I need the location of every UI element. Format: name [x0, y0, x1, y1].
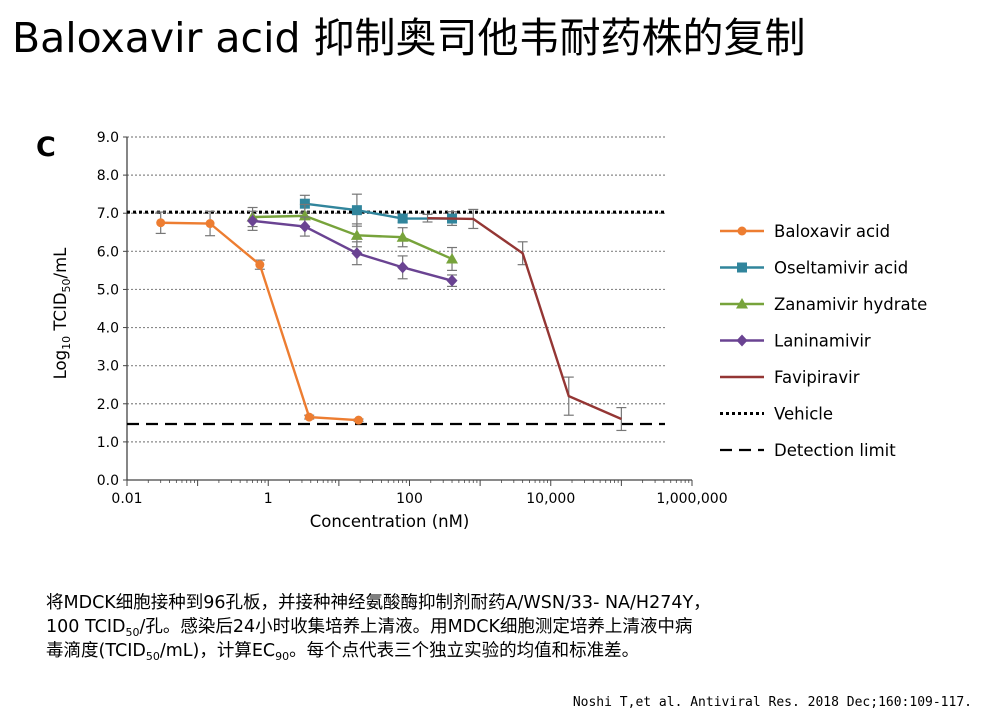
legend-label: Favipiravir	[774, 368, 860, 387]
data-point	[298, 209, 311, 221]
data-point	[156, 218, 166, 228]
legend-label: Zanamivir hydrate	[774, 295, 927, 314]
slide-title: Baloxavir acid 抑制奥司他韦耐药株的复制	[12, 14, 806, 62]
data-point	[397, 261, 409, 274]
series-line	[427, 216, 622, 421]
citation: Noshi T,et al. Antiviral Res. 2018 Dec;1…	[572, 695, 972, 710]
caption-line: 毒滴度(TCID50/mL)，计算EC90。每个点代表三个独立实验的均值和标准差…	[46, 640, 640, 663]
legend-label: Oseltamivir acid	[774, 259, 908, 278]
series-laninamivir	[247, 210, 458, 287]
x-tick-label: 0.01	[111, 491, 142, 507]
data-point	[397, 213, 408, 224]
x-tick-label: 100	[396, 491, 423, 507]
series-favipiravir	[422, 208, 627, 432]
y-tick-label: 2.0	[97, 397, 119, 413]
x-axis-label: Concentration (nM)	[310, 512, 470, 531]
caption-line: 将MDCK细胞接种到96孔板，并接种神经氨酸酶抑制剂耐药A/WSN/33- NA…	[46, 593, 711, 613]
chart: C 0.0 1.0 2.0 3.0 4.0 5.0 6.0 7.0 8.0 9.0 0.01 1 10…	[36, 130, 927, 531]
legend-marker	[737, 226, 747, 236]
legend-item-oseltamivir-acid: Oseltamivir acid	[720, 259, 908, 278]
y-tick-label: 7.0	[97, 206, 119, 222]
series-line	[252, 219, 453, 282]
data-point	[351, 205, 362, 216]
legend-item-vehicle: Vehicle	[720, 405, 833, 424]
x-axis-ticks: 0.01 1 100 10,000 1,000,000	[111, 480, 728, 507]
data-point	[255, 260, 265, 270]
legend-item-baloxavir-acid: Baloxavir acid	[720, 222, 890, 241]
series-baloxavir-acid	[155, 210, 364, 425]
x-tick-label: 10,000	[526, 491, 575, 507]
y-tick-label: 1.0	[97, 435, 119, 451]
y-axis-label-part: Log	[51, 350, 70, 379]
y-tick-label: 0.0	[97, 473, 119, 489]
y-axis-ticks: 0.0 1.0 2.0 3.0 4.0 5.0 6.0 7.0 8.0 9.0	[97, 130, 127, 489]
data-point	[396, 231, 409, 242]
data-point	[299, 220, 311, 233]
grid	[127, 136, 665, 443]
legend-item-zanamivir-hydrate: Zanamivir hydrate	[720, 295, 927, 314]
data-point	[351, 247, 363, 260]
y-tick-label: 6.0	[97, 244, 119, 260]
data-point	[205, 219, 215, 229]
y-axis-label-part: /mL	[51, 247, 70, 279]
reference-lines	[127, 210, 665, 426]
data-point	[350, 229, 363, 240]
legend-item-laninamivir: Laninamivir	[720, 332, 871, 351]
y-axis-label-part: TCID	[51, 292, 70, 335]
data-point	[446, 274, 458, 287]
y-tick-label: 5.0	[97, 282, 119, 298]
legend-item-favipiravir: Favipiravir	[720, 368, 860, 387]
axes	[126, 137, 692, 481]
legend-item-detection-limit: Detection limit	[720, 441, 896, 460]
legend-label: Vehicle	[774, 405, 833, 424]
y-axis-label-part: 50	[60, 278, 73, 292]
legend-marker	[736, 334, 748, 347]
data-point	[247, 214, 259, 227]
data-point	[299, 198, 310, 209]
x-tick-label: 1	[264, 491, 273, 507]
legend-marker	[737, 262, 747, 273]
y-tick-label: 3.0	[97, 359, 119, 375]
series-oseltamivir-acid	[299, 193, 458, 227]
y-tick-label: 4.0	[97, 321, 119, 337]
data-point	[354, 415, 364, 425]
legend-marker	[736, 298, 748, 309]
series	[155, 193, 627, 432]
legend-label: Laninamivir	[774, 332, 871, 351]
series-line	[160, 221, 359, 422]
x-tick-label: 1,000,000	[656, 491, 727, 507]
y-axis-label: Log10 TCID50/mL	[51, 247, 73, 380]
data-point	[446, 252, 459, 264]
y-axis-label-part: 10	[60, 336, 73, 350]
legend-label: Detection limit	[774, 441, 896, 460]
y-tick-label: 8.0	[97, 168, 119, 184]
legend: Baloxavir acid Oseltamivir acid Zanamivir …	[720, 222, 927, 460]
caption-line: 100 TCID50/孔。感染后24小时收集培养上清液。用MDCK细胞测定培养上…	[46, 616, 693, 639]
caption: 将MDCK细胞接种到96孔板，并接种神经氨酸酶抑制剂耐药A/WSN/33- NA…	[46, 592, 996, 664]
panel-label: C	[36, 132, 56, 163]
y-tick-label: 9.0	[97, 130, 119, 146]
data-point	[304, 412, 314, 422]
legend-label: Baloxavir acid	[774, 222, 890, 241]
